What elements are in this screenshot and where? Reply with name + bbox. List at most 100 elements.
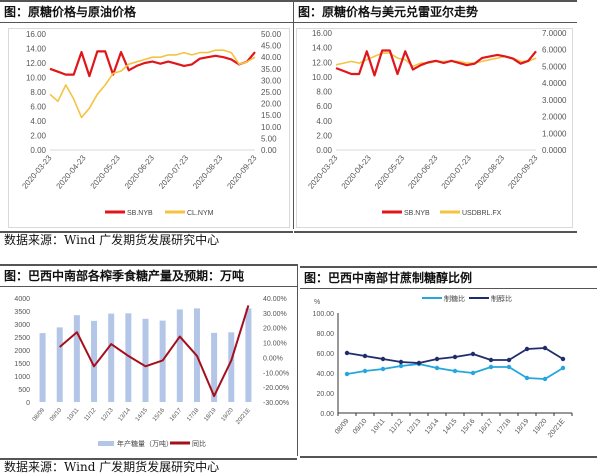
x-tick-label: 10/11 (66, 407, 80, 423)
data-point (434, 356, 440, 362)
data-point (506, 364, 512, 370)
y-tick-label: 3500 (14, 309, 30, 316)
x-tick-label: 08/09 (32, 407, 47, 423)
data-point (452, 368, 458, 374)
legend-label: USDBRL.FX (462, 210, 502, 217)
y-tick-label: 2.00 (30, 132, 46, 141)
data-point (380, 366, 386, 372)
data-point (362, 368, 368, 374)
y-tick-label: 20.00% (263, 326, 287, 333)
y-tick-label: 2.0000 (542, 113, 567, 122)
data-point (560, 356, 566, 362)
source-note: 数据来源：Wind 广发期货发展研究中心 (4, 460, 220, 474)
data-point (416, 360, 422, 366)
data-point (470, 351, 476, 357)
panel-sugar-brl: 图：原糖价格与美元兑雷亚尔走势 (294, 0, 577, 233)
bar (245, 308, 252, 402)
y-tick-label: 1000 (14, 374, 30, 381)
y-tick-label: 14.00 (312, 44, 333, 53)
y-tick-label: 40.00 (261, 53, 282, 62)
y-tick-label: 30.00 (261, 76, 282, 85)
x-tick-label: 14/15 (135, 407, 150, 423)
bar (108, 313, 115, 402)
legend-label: SB.NYB (404, 210, 430, 217)
x-tick-label: 17/18 (186, 407, 201, 423)
x-tick-label: 2020-08-23 (191, 153, 225, 191)
x-tick-label: 2020-03-23 (20, 153, 54, 191)
x-tick-label: 19/20 (532, 418, 549, 436)
series-line-sb-nyb (335, 49, 537, 77)
data-point (362, 353, 368, 359)
y-tick-label: 10.00% (263, 341, 287, 348)
x-tick-label: 10/11 (370, 418, 386, 436)
data-point (434, 365, 440, 371)
y-tick-label: 16.00 (26, 30, 47, 39)
bar (91, 320, 98, 402)
x-tick-label: 2020-06-23 (123, 153, 157, 191)
bar (211, 332, 218, 402)
x-tick-label: 11/12 (388, 418, 404, 436)
legend-label: SB.NYB (127, 210, 153, 217)
data-point (506, 357, 512, 363)
chart-title: 图：巴西中南部甘蔗制糖醇比例 (300, 268, 597, 289)
data-point (542, 376, 548, 382)
bar (125, 313, 132, 402)
y-tick-label: 40.00 (316, 371, 334, 378)
y-tick-label: -10.00% (263, 370, 289, 377)
x-tick-label: 09/10 (49, 407, 64, 423)
data-point (344, 350, 350, 356)
y-tick-label: 60.00 (316, 351, 334, 358)
y-unit-label: % (314, 299, 320, 306)
y-tick-label: 25.00 (261, 88, 282, 97)
y-tick-label: 12.00 (26, 59, 47, 68)
y-tick-label: 0.00% (263, 355, 283, 362)
y-tick-label: 7.0000 (542, 29, 567, 38)
x-tick-label: 20/21E (235, 407, 252, 425)
y-tick-label: 40.00% (263, 296, 287, 303)
divider (293, 0, 294, 229)
data-point (398, 359, 404, 365)
x-tick-label: 2020-07-23 (440, 153, 474, 191)
y-tick-label: 15.00 (261, 111, 282, 120)
y-tick-label: 6.00 (30, 103, 46, 112)
x-tick-label: 2020-04-23 (340, 153, 374, 191)
legend-label: CL.NYM (187, 210, 214, 217)
data-point (470, 370, 476, 376)
legend-label: 制糖比 (444, 294, 465, 303)
y-tick-label: -20.00% (263, 385, 289, 392)
panel-brazil-mix: 图：巴西中南部甘蔗制糖醇比例 (300, 266, 597, 458)
x-tick-label: 18/19 (514, 418, 531, 436)
y-tick-label: 16.00 (312, 29, 333, 38)
y-tick-label: 0.0000 (542, 146, 567, 155)
x-tick-label: 18/19 (203, 407, 218, 423)
y-tick-label: 8.00 (316, 88, 332, 97)
x-tick-label: 08/09 (334, 418, 351, 436)
y-tick-label: 14.00 (26, 45, 47, 54)
bar (56, 327, 63, 402)
x-tick-label: 2020-04-23 (55, 153, 89, 191)
y-tick-label: 10.00 (312, 73, 333, 82)
y-tick-label: 10.00 (26, 74, 47, 83)
y-tick-label: -30.00% (263, 400, 289, 407)
y-tick-label: 1500 (14, 361, 30, 368)
data-point (542, 345, 548, 351)
x-tick-label: 2020-09-23 (225, 153, 259, 191)
y-tick-label: 500 (18, 387, 30, 394)
panel-brazil-sugar-output: 图：巴西中南部各榨季食糖产量及预期：万吨 (0, 264, 297, 460)
x-tick-label: 12/13 (100, 407, 115, 423)
x-tick-label: 13/14 (424, 418, 441, 436)
y-tick-label: 6.0000 (542, 46, 567, 55)
x-tick-label: 14/15 (442, 418, 459, 436)
bar (142, 318, 149, 402)
data-point (560, 365, 566, 371)
x-tick-label: 15/16 (152, 407, 167, 423)
y-tick-label: 80.00 (316, 331, 334, 338)
y-tick-label: 0.00 (261, 146, 277, 155)
y-tick-label: 3000 (14, 322, 30, 329)
x-tick-label: 16/17 (169, 407, 184, 423)
x-tick-label: 17/18 (496, 418, 513, 436)
legend-label: 制醇比 (491, 294, 512, 303)
y-tick-label: 8.00 (30, 88, 46, 97)
y-tick-label: 0.00 (320, 411, 334, 418)
